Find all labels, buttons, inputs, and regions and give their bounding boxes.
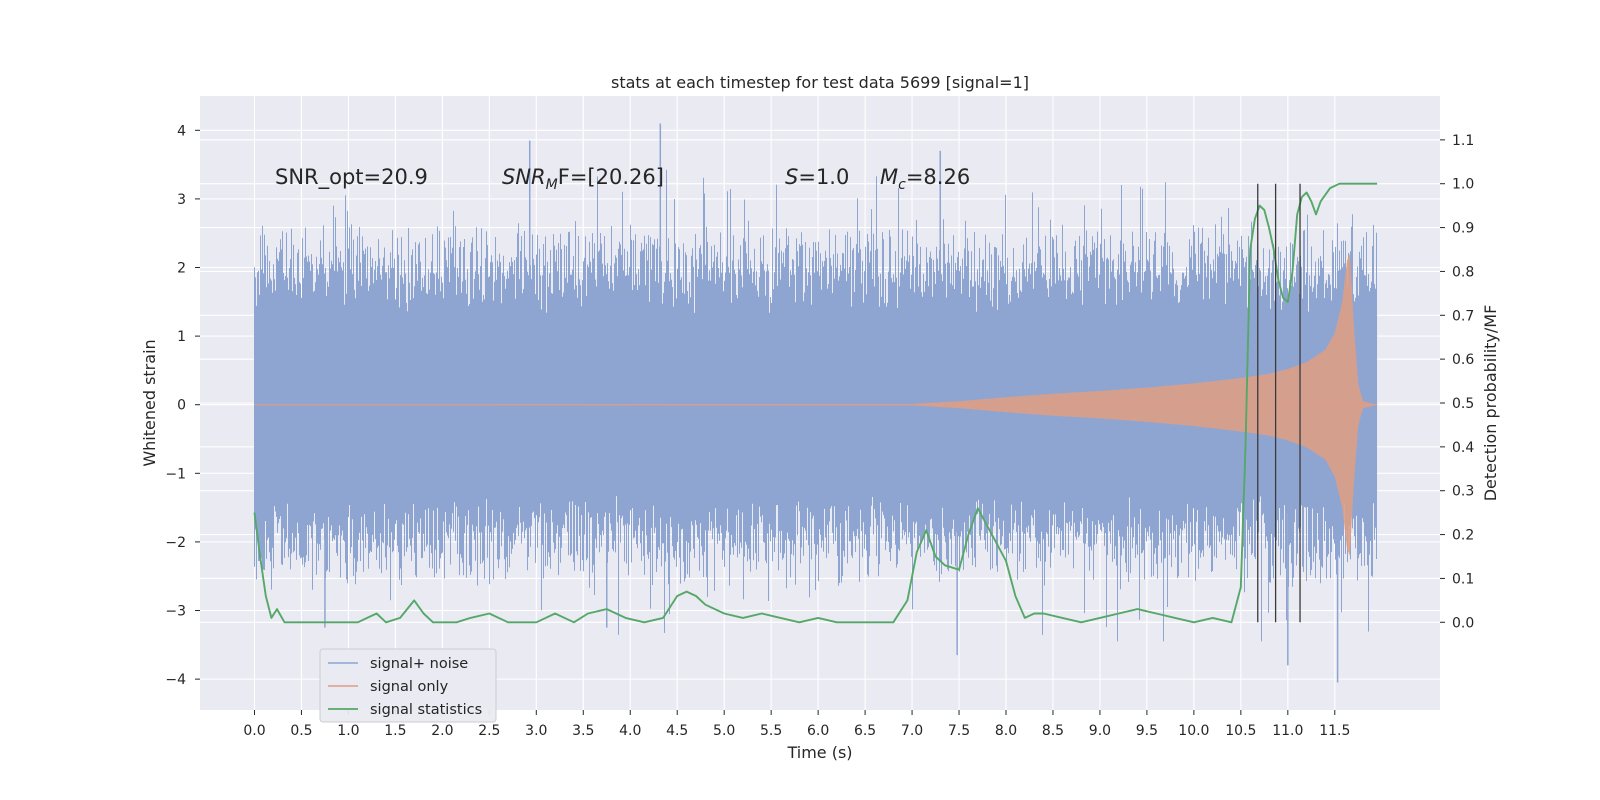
- y-axis-label: Whitened strain: [140, 339, 159, 466]
- legend-label-signal-plus-noise: signal+ noise: [370, 656, 468, 672]
- legend-label-signal-statistics: signal statistics: [370, 702, 482, 718]
- x-tick-labels: 0.0 0.5 1.0 1.5 2.0 2.5 3.0 3.5 4.0 4.5 5.0 5.5 6.0 6…: [243, 710, 1350, 739]
- y-right-tick-label: 0.4: [1452, 440, 1474, 456]
- x-tick-label: 6.0: [807, 723, 829, 739]
- y-right-tick-label: 0.9: [1452, 221, 1474, 237]
- legend-label-signal-only: signal only: [370, 679, 449, 695]
- annotation-snr-mf-sub: M: [546, 177, 558, 193]
- y-tick-label: 4: [177, 123, 186, 139]
- y-right-tick-label: 0.2: [1452, 528, 1474, 544]
- legend-box: [319, 648, 497, 723]
- annotation-snr-opt: SNR_opt=20.9: [275, 165, 428, 190]
- y-tick-label: −3: [165, 604, 186, 620]
- x-tick-label: 8.5: [1042, 723, 1064, 739]
- y-tick-label: 1: [177, 329, 186, 345]
- x-tick-label: 3.5: [572, 723, 594, 739]
- y-tick-labels: 4 3 2 1 0 −1 −2 −3 −4: [165, 123, 200, 688]
- x-tick-label: 5.5: [760, 723, 782, 739]
- y-tick-label: −2: [165, 535, 186, 551]
- x-axis-label: Time (s): [786, 743, 852, 762]
- y-right-tick-label: 1.0: [1452, 177, 1474, 193]
- x-tick-label: 0.0: [243, 723, 265, 739]
- y-tick-label: 0: [177, 398, 186, 414]
- x-tick-label: 5.0: [713, 723, 735, 739]
- x-tick-label: 4.0: [619, 723, 641, 739]
- statistics-line: [253, 182, 1378, 624]
- x-tick-label: 1.5: [384, 723, 406, 739]
- series-signal-only: [254, 253, 1378, 556]
- x-tick-label: 1.0: [337, 723, 359, 739]
- y-right-tick-label: 0.3: [1452, 484, 1474, 500]
- annotation-mc-value: =8.26: [906, 165, 970, 189]
- x-tick-label: 7.0: [901, 723, 923, 739]
- x-tick-label: 4.5: [666, 723, 688, 739]
- x-tick-label: 11.5: [1319, 723, 1350, 739]
- y-right-tick-label: 0.7: [1452, 308, 1474, 324]
- annotation-snr-mf-rest: F=[20.26]: [558, 165, 664, 189]
- x-tick-label: 3.0: [525, 723, 547, 739]
- x-tick-label: 6.5: [854, 723, 876, 739]
- y-right-tick-label: 1.1: [1452, 133, 1474, 149]
- y-tick-label: 3: [177, 192, 186, 208]
- x-tick-label: 10.5: [1225, 723, 1256, 739]
- x-tick-label: 9.5: [1136, 723, 1158, 739]
- y-right-tick-labels: 1.1 1.0 0.9 0.8 0.7 0.6 0.5 0.4 0.3 0.2 0.1 0.0: [1440, 133, 1474, 631]
- annotation-mc: Mc=8.26: [880, 165, 970, 193]
- legend: signal+ noise signal only signal statist…: [319, 648, 497, 723]
- y-right-tick-label: 0.1: [1452, 571, 1474, 587]
- y-right-tick-label: 0.8: [1452, 264, 1474, 280]
- annotation-mc-base: M: [880, 165, 898, 189]
- series-signal-statistics: [253, 182, 1378, 624]
- x-tick-label: 11.0: [1272, 723, 1303, 739]
- annotation-s-symbol: S: [785, 165, 798, 189]
- y-right-tick-label: 0.6: [1452, 352, 1474, 368]
- chart-title: stats at each timestep for test data 569…: [611, 73, 1029, 92]
- x-tick-label: 2.5: [478, 723, 500, 739]
- x-tick-label: 2.0: [431, 723, 453, 739]
- x-tick-label: 0.5: [290, 723, 312, 739]
- y-right-tick-label: 0.0: [1452, 615, 1474, 631]
- vertical-markers: [1257, 183, 1301, 623]
- x-tick-label: 8.0: [995, 723, 1017, 739]
- x-tick-label: 9.0: [1089, 723, 1111, 739]
- annotation-snr-mf-base: SNR: [502, 165, 546, 189]
- y-tick-label: −1: [165, 466, 186, 482]
- y-right-tick-label: 0.5: [1452, 396, 1474, 412]
- annotation-s-value: =1.0: [798, 165, 849, 189]
- x-tick-label: 10.0: [1178, 723, 1209, 739]
- x-tick-label: 7.5: [948, 723, 970, 739]
- annotation-s: S=1.0: [785, 165, 849, 189]
- y-right-axis-label: Detection probability/MF: [1481, 305, 1500, 502]
- y-tick-label: 2: [177, 261, 186, 277]
- annotation-mc-sub: c: [898, 177, 906, 193]
- annotation-snr-mf: SNRMF=[20.26]: [502, 165, 664, 193]
- y-tick-label: −4: [165, 672, 186, 688]
